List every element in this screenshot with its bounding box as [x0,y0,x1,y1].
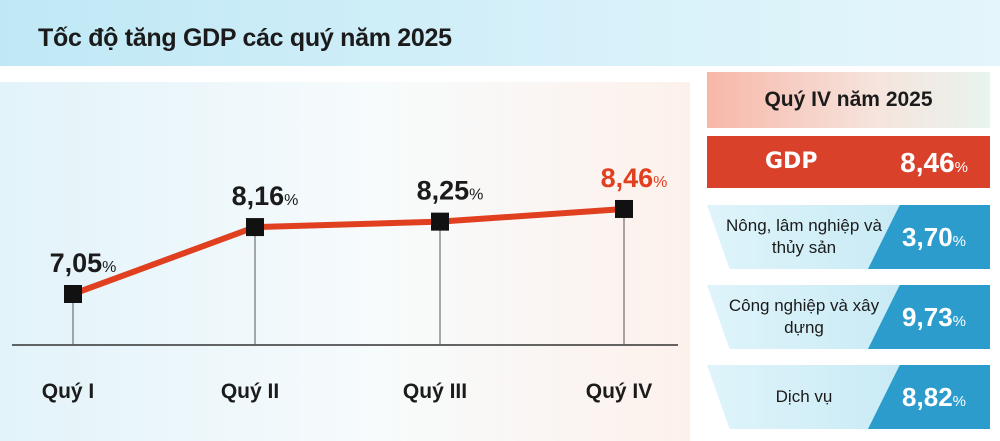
gdp-line-chart: 7,05% 8,16% 8,25% 8,46% Quý I Quý II Quý III Qu… [12,163,678,403]
sector-agriculture-value: 3,70% [902,222,966,253]
sector-agriculture-value-box: 3,70% [868,205,990,269]
data-point-2 [431,212,449,231]
page-title: Tốc độ tăng GDP các quý năm 2025 [38,24,452,52]
quarter-header-label: Quý IV năm 2025 [764,88,933,111]
sector-industry-unit: % [952,313,966,330]
chart-panel: 7,05% 8,16% 8,25% 8,46% Quý I Quý II Quý III Qu… [0,82,690,441]
title-bar: Tốc độ tăng GDP các quý năm 2025 [0,0,1000,66]
sector-agriculture-label: Nông, lâm nghiệp và thủy sản [726,216,882,257]
sector-agriculture-number: 3,70 [902,222,953,252]
sector-services-value: 8,82% [902,382,966,413]
category-label-2: Quý III [403,380,467,403]
category-label-1: Quý II [221,380,279,403]
sector-services-value-box: 8,82% [868,365,990,429]
gdp-value-unit: % [954,159,968,176]
category-label-3: Quý IV [586,380,653,403]
gdp-value: 8,46% [900,147,968,179]
sector-industry-value: 9,73% [902,302,966,333]
sector-services-unit: % [952,393,966,410]
value-label-3: 8,46% [601,163,668,193]
category-label-0: Quý I [42,380,95,403]
sector-industry-label: Công nghiệp và xây dựng [728,296,880,337]
sector-services-label: Dịch vụ [775,387,833,406]
sector-agriculture: Nông, lâm nghiệp và thủy sản 3,70% [707,205,990,269]
gdp-label: GDP [765,149,818,174]
data-point-0 [64,285,82,303]
data-point-3 [615,199,633,218]
sector-industry-value-box: 9,73% [868,285,990,349]
sector-services: Dịch vụ 8,82% [707,365,990,429]
gdp-summary-box: GDP 8,46% [707,136,990,188]
series-line [71,205,625,297]
value-label-0: 7,05% [50,248,117,278]
quarter-header: Quý IV năm 2025 [707,72,990,128]
sector-industry: Công nghiệp và xây dựng 9,73% [707,285,990,349]
value-label-1: 8,16% [232,181,299,211]
gdp-value-number: 8,46 [900,147,955,178]
sector-agriculture-unit: % [952,233,966,250]
value-label-2: 8,25% [417,176,484,206]
data-point-1 [246,218,264,237]
sector-industry-number: 9,73 [902,302,953,332]
sector-services-number: 8,82 [902,382,953,412]
